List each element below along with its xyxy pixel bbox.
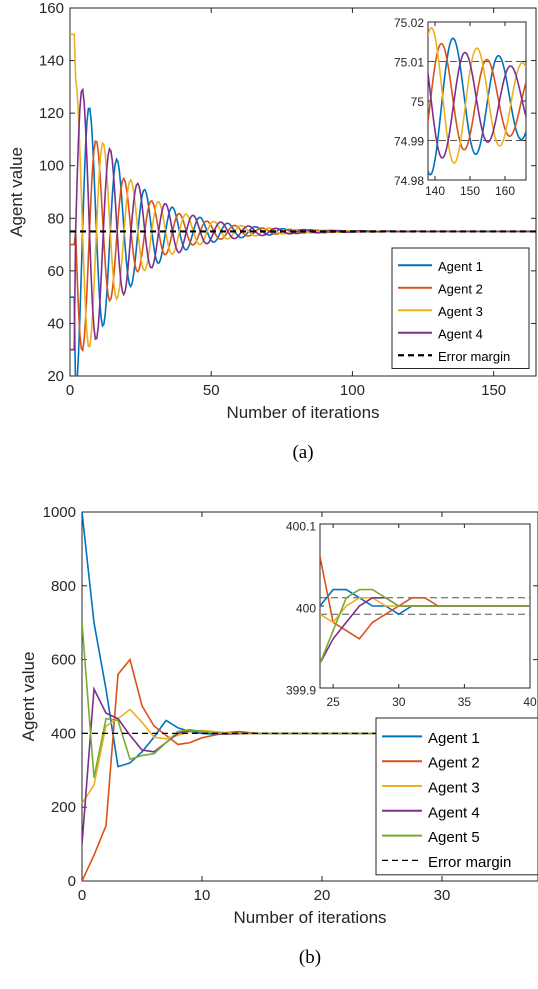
inset-x-tick-label: 25 bbox=[326, 695, 340, 709]
legend-label: Agent 3 bbox=[428, 780, 480, 797]
y-tick-label: 20 bbox=[47, 368, 64, 385]
inset-x-tick-label: 35 bbox=[458, 695, 472, 709]
legend-label-error-margin: Error margin bbox=[438, 349, 510, 364]
y-tick-label: 40 bbox=[47, 315, 64, 332]
x-tick-label: 30 bbox=[434, 887, 451, 904]
y-tick-label: 800 bbox=[51, 578, 76, 595]
y-tick-label: 140 bbox=[39, 53, 64, 70]
inset-y-tick-label: 400 bbox=[296, 602, 316, 616]
x-tick-label: 20 bbox=[314, 887, 331, 904]
y-tick-label: 160 bbox=[39, 0, 64, 17]
inset-x-tick-label: 160 bbox=[495, 184, 515, 198]
y-tick-label: 100 bbox=[39, 158, 64, 175]
inset-series-line-3 bbox=[428, 26, 526, 165]
series-line-4 bbox=[70, 87, 536, 351]
plot-area bbox=[82, 512, 538, 881]
figure-caption: (a) bbox=[292, 442, 313, 463]
inset-plot: 25 30 35 40 399.9 400 400.1 bbox=[286, 520, 537, 710]
y-axis-title: Agent value bbox=[7, 147, 26, 237]
inset-x-tick-label: 150 bbox=[460, 184, 480, 198]
y-tick-label: 400 bbox=[51, 725, 76, 742]
y-axis-title: Agent value bbox=[19, 652, 38, 742]
plot-frame bbox=[81, 511, 538, 882]
x-axis-title: Number of iterations bbox=[226, 403, 379, 422]
y-tick-label: 0 bbox=[68, 873, 76, 890]
legend-label: Agent 4 bbox=[438, 326, 483, 341]
legend-label: Agent 1 bbox=[428, 730, 480, 747]
y-tick-label: 1000 bbox=[43, 504, 76, 521]
y-tick-label: 120 bbox=[39, 105, 64, 122]
legend-label: Agent 1 bbox=[438, 259, 483, 274]
inset-y-tick-label: 399.9 bbox=[286, 684, 316, 698]
x-tick-label: 10 bbox=[194, 887, 211, 904]
plot-area bbox=[70, 33, 536, 376]
chart-a: 0 50 100 150 20 40 60 80 100 120 140 160 Number of i… bbox=[7, 0, 537, 463]
inset-x-tick-label: 140 bbox=[425, 184, 445, 198]
x-tick-label: 0 bbox=[66, 382, 74, 399]
x-tick-label: 150 bbox=[481, 382, 506, 399]
inset-y-tick-label: 74.99 bbox=[394, 135, 424, 149]
legend-box bbox=[391, 247, 530, 369]
legend-label: Agent 4 bbox=[428, 804, 480, 821]
inset-y-tick-label: 75.02 bbox=[394, 16, 424, 30]
inset-plot: 140 150 160 74.98 74.99 75 75.01 75.02 bbox=[394, 16, 527, 198]
y-tick-label: 200 bbox=[51, 799, 76, 816]
legend-label: Agent 2 bbox=[428, 755, 480, 772]
inset-x-tick-label: 40 bbox=[523, 695, 537, 709]
x-axis-title: Number of iterations bbox=[233, 908, 386, 927]
inset-plot-area bbox=[320, 556, 530, 664]
inset-y-tick-label: 74.98 bbox=[394, 174, 424, 188]
legend-label: Agent 5 bbox=[428, 829, 480, 846]
x-tick-label: 50 bbox=[203, 382, 220, 399]
legend-label: Agent 2 bbox=[438, 281, 483, 296]
inset-y-tick-label: 400.1 bbox=[286, 520, 316, 534]
legend-label: Agent 3 bbox=[438, 304, 483, 319]
legend: Agent 1 Agent 2 Agent 3 Agent 4 Error margin bbox=[391, 247, 530, 369]
legend-box bbox=[375, 717, 538, 876]
legend: Agent 1 Agent 2 Agent 3 Agent 4 Agent 5 Error… bbox=[375, 717, 538, 876]
plot-frame bbox=[69, 7, 537, 377]
x-tick-label: 100 bbox=[340, 382, 365, 399]
y-tick-label: 80 bbox=[47, 210, 64, 227]
inset-series-line-5 bbox=[320, 588, 530, 664]
x-tick-label: 0 bbox=[78, 887, 86, 904]
figure-caption: (b) bbox=[299, 947, 321, 968]
inset-series-line-1 bbox=[428, 37, 526, 176]
y-tick-label: 600 bbox=[51, 652, 76, 669]
legend-label-error-margin: Error margin bbox=[428, 854, 511, 871]
inset-series-line-4 bbox=[428, 51, 526, 159]
inset-y-tick-label: 75.01 bbox=[394, 56, 424, 70]
chart-b: 0 10 20 30 0 200 400 600 800 1000 Number of iterat… bbox=[19, 504, 538, 968]
y-tick-label: 60 bbox=[47, 263, 64, 280]
inset-y-tick-label: 75 bbox=[411, 95, 425, 109]
inset-x-tick-label: 30 bbox=[392, 695, 406, 709]
inset-plot-area bbox=[428, 26, 526, 176]
inset-series-line-2 bbox=[428, 42, 526, 151]
